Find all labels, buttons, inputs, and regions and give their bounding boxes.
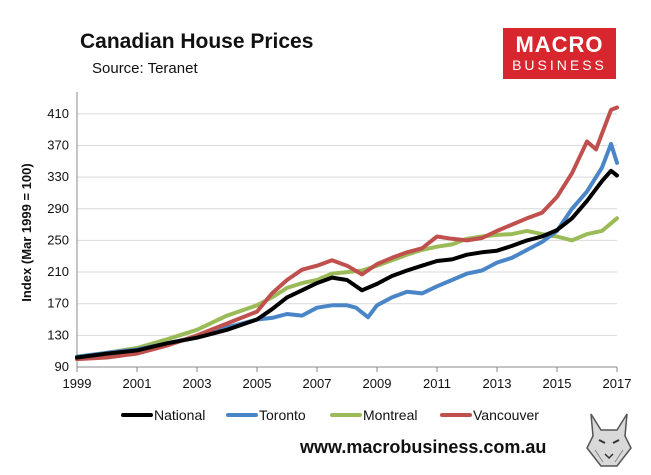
series-line-vancouver xyxy=(75,105,619,362)
y-tick-label: 90 xyxy=(55,359,69,374)
legend-label-toronto: Toronto xyxy=(259,407,306,423)
website-url: www.macrobusiness.com.au xyxy=(300,437,547,457)
y-tick-label: 250 xyxy=(47,232,69,247)
y-tick-label: 210 xyxy=(47,264,69,279)
x-tick-label: 2013 xyxy=(483,376,512,391)
x-tick-label: 2011 xyxy=(423,376,451,391)
y-tick-label: 170 xyxy=(47,296,69,311)
logo-line-2: BUSINESS xyxy=(512,57,607,73)
axes: 90 130 170 210 250 290 330 370 410 1999 2001 2003 20… xyxy=(19,92,631,391)
macrobusiness-logo: MACRO BUSINESS xyxy=(503,28,616,79)
x-tick-label: 2005 xyxy=(243,376,272,391)
legend: National Toronto Montreal Vancouver xyxy=(121,407,539,423)
x-tick-label: 1999 xyxy=(63,376,92,391)
legend-label-national: National xyxy=(154,407,205,423)
x-tick-label: 2017 xyxy=(603,376,632,391)
x-tick-label: 2015 xyxy=(543,376,572,391)
legend-label-vancouver: Vancouver xyxy=(473,407,539,423)
x-tick-label: 2007 xyxy=(303,376,332,391)
series-line-toronto xyxy=(75,141,619,359)
chart-subtitle: Source: Teranet xyxy=(92,60,198,77)
series-line-national xyxy=(75,168,619,360)
series-lines xyxy=(75,105,619,362)
y-tick-label: 290 xyxy=(47,201,69,216)
legend-label-montreal: Montreal xyxy=(363,407,417,423)
y-tick-label: 130 xyxy=(47,327,69,342)
gridlines xyxy=(77,113,617,336)
logo-line-1: MACRO xyxy=(515,32,604,57)
x-tick-label: 2001 xyxy=(123,376,152,391)
wolf-mascot-icon xyxy=(586,413,632,467)
y-tick-label: 330 xyxy=(47,169,69,184)
y-tick-label: 410 xyxy=(47,106,69,121)
y-tick-label: 370 xyxy=(47,137,69,152)
series-line-montreal xyxy=(75,216,619,359)
x-tick-label: 2009 xyxy=(363,376,392,391)
x-tick-label: 2003 xyxy=(183,376,212,391)
chart-title: Canadian House Prices xyxy=(80,30,314,53)
y-axis-label: Index (Mar 1999 = 100) xyxy=(19,163,34,301)
